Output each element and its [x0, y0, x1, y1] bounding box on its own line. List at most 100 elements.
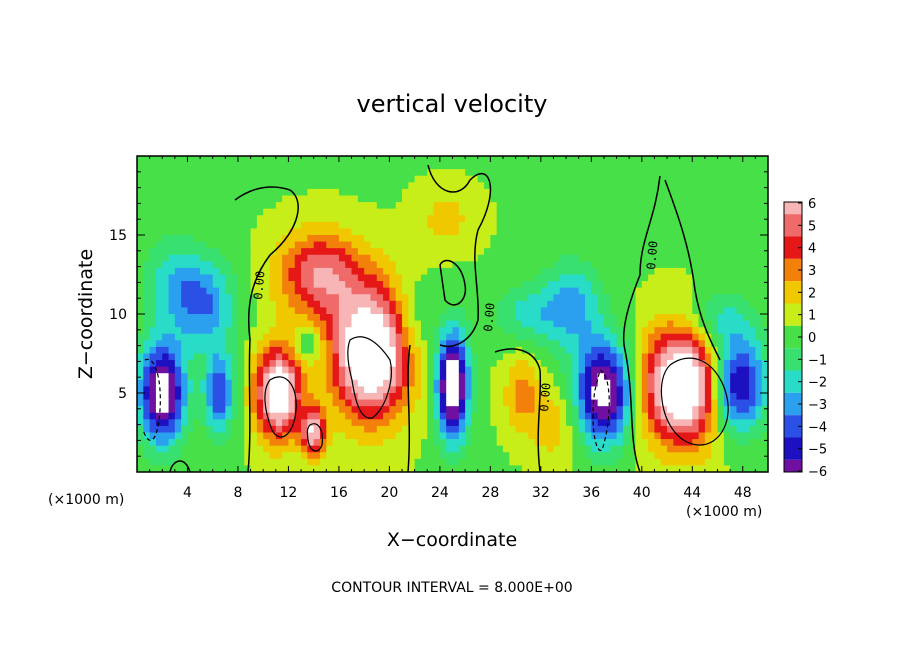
- heat-cell: [193, 188, 201, 197]
- heat-cell: [717, 379, 725, 388]
- heat-cell: [685, 399, 693, 407]
- heat-cell: [288, 340, 296, 348]
- heat-cell: [704, 195, 712, 203]
- heat-cell: [439, 267, 447, 276]
- heat-cell: [376, 248, 384, 256]
- heat-cell: [452, 235, 460, 243]
- heat-cell: [389, 235, 397, 243]
- heat-cell: [288, 208, 296, 216]
- heat-cell: [326, 314, 334, 322]
- heat-cell: [383, 215, 390, 223]
- heat-cell: [439, 353, 447, 361]
- heat-cell: [717, 425, 725, 434]
- heat-cell: [338, 248, 346, 256]
- heat-cell: [193, 412, 201, 420]
- heat-cell: [452, 228, 460, 236]
- heat-cell: [338, 175, 346, 183]
- heat-cell: [326, 360, 334, 368]
- heat-cell: [187, 393, 195, 401]
- heat-cell: [496, 412, 504, 420]
- heat-cell: [685, 412, 693, 420]
- heat-cell: [149, 169, 157, 177]
- heat-cell: [212, 307, 220, 315]
- heat-cell: [654, 215, 662, 223]
- heat-cell: [465, 287, 473, 295]
- heat-cell: [515, 294, 523, 302]
- heat-cell: [591, 314, 599, 322]
- heat-cell: [187, 445, 195, 453]
- heat-cell: [502, 445, 510, 453]
- heat-cell: [490, 202, 498, 210]
- heat-cell: [414, 267, 422, 276]
- heat-cell: [591, 327, 599, 335]
- heat-cell: [319, 399, 327, 407]
- heat-cell: [162, 215, 170, 223]
- heat-cell: [319, 169, 327, 177]
- heat-cell: [174, 188, 182, 197]
- heat-cell: [730, 156, 738, 164]
- heat-cell: [439, 307, 447, 315]
- heat-cell: [515, 432, 523, 440]
- heat-cell: [168, 360, 176, 368]
- heat-cell: [717, 248, 725, 256]
- heat-cell: [294, 281, 302, 289]
- heat-cell: [225, 373, 233, 381]
- heat-cell: [654, 208, 662, 216]
- heat-cell: [521, 386, 529, 394]
- heat-cell: [629, 300, 637, 309]
- heat-cell: [181, 452, 189, 460]
- heat-cell: [301, 261, 308, 269]
- heat-cell: [357, 221, 365, 230]
- heat-cell: [742, 287, 750, 295]
- heat-cell: [446, 445, 454, 453]
- heat-cell: [736, 235, 744, 243]
- heat-cell: [168, 353, 176, 361]
- heat-cell: [477, 333, 485, 341]
- heat-cell: [155, 465, 163, 472]
- heat-cell: [515, 208, 523, 216]
- heat-cell: [200, 327, 208, 335]
- heat-cell: [591, 452, 599, 460]
- heat-cell: [622, 162, 630, 170]
- heat-cell: [288, 267, 296, 276]
- heat-cell: [200, 412, 208, 420]
- heat-cell: [282, 156, 290, 164]
- heat-cell: [553, 412, 561, 420]
- heat-cell: [528, 327, 536, 335]
- heat-cell: [408, 175, 416, 183]
- heat-cell: [477, 175, 485, 183]
- heat-cell: [749, 300, 756, 309]
- heat-cell: [603, 386, 611, 394]
- heat-cell: [477, 373, 485, 381]
- heat-cell: [275, 399, 283, 407]
- heat-cell: [446, 248, 454, 256]
- heat-cell: [193, 346, 201, 355]
- heat-cell: [282, 465, 290, 472]
- heat-cell: [206, 465, 214, 472]
- heat-cell: [187, 241, 195, 249]
- heat-cell: [622, 386, 630, 394]
- heat-cell: [225, 412, 233, 420]
- heat-cell: [736, 281, 744, 289]
- heat-cell: [704, 202, 712, 210]
- heat-cell: [351, 425, 359, 434]
- heat-cell: [332, 175, 340, 183]
- heat-cell: [187, 406, 195, 414]
- heat-cell: [711, 202, 719, 210]
- heat-cell: [244, 373, 252, 381]
- heat-cell: [603, 399, 611, 407]
- heat-cell: [427, 156, 435, 164]
- heat-cell: [389, 439, 397, 447]
- heat-cell: [711, 314, 719, 322]
- heat-cell: [162, 156, 170, 164]
- heat-cell: [389, 458, 397, 467]
- heat-cell: [256, 215, 264, 223]
- heat-cell: [376, 215, 384, 223]
- heat-cell: [433, 458, 441, 467]
- heat-cell: [698, 386, 706, 394]
- heat-cell: [509, 228, 517, 236]
- heat-cell: [439, 261, 447, 269]
- heat-cell: [496, 261, 504, 269]
- heat-cell: [338, 156, 346, 164]
- heat-cell: [319, 235, 327, 243]
